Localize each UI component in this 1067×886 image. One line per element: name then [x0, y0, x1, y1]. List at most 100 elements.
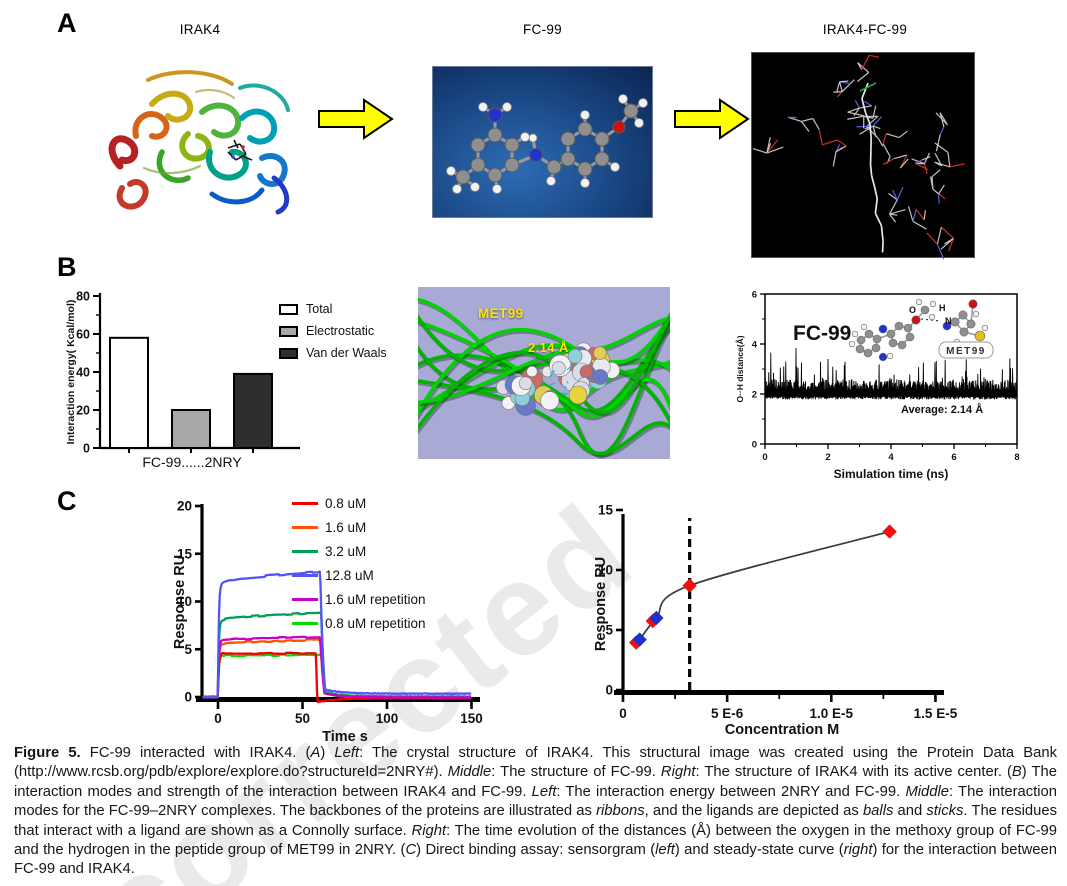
svg-text:1.5 E-5: 1.5 E-5	[914, 706, 958, 721]
caption-segment: Left	[334, 745, 360, 761]
svg-text:15: 15	[598, 503, 614, 518]
legend-item-12-8-uM: 12.8 uM	[292, 568, 426, 583]
caption-segment: Right	[411, 822, 447, 839]
svg-text:0: 0	[762, 452, 767, 463]
steady-state-plot: 0 5 10 15 0 5 E-6 1.0 E-5 1.5 E-5 Response RU Con…	[593, 503, 958, 739]
svg-text:100: 100	[376, 711, 399, 726]
caption-segment: ) Direct binding assay: sensorgram (	[416, 842, 656, 859]
svg-text:0: 0	[605, 683, 613, 698]
svg-text:40: 40	[76, 366, 90, 380]
svg-text:60: 60	[76, 328, 90, 342]
legend-item-0-8-uM: 0.8 uM	[292, 496, 426, 511]
svg-text:Average: 2.14 Å: Average: 2.14 Å	[901, 403, 983, 416]
svg-text:O: O	[909, 305, 916, 315]
ribbons-and-surface	[418, 298, 670, 459]
caption-segment: . The residues that interact with a liga…	[14, 803, 1057, 839]
svg-text:4: 4	[888, 452, 894, 463]
fc99-molecule	[446, 94, 648, 194]
legend-label: Van der Waals	[306, 346, 387, 360]
legend-item-electrostatic: Electrostatic	[279, 324, 387, 338]
svg-text:150: 150	[460, 711, 483, 726]
svg-text:4: 4	[752, 340, 758, 351]
svg-text:0: 0	[752, 440, 757, 451]
irak4-fc99-complex-box	[751, 52, 975, 260]
svg-text:10: 10	[177, 594, 192, 609]
arrow-right-icon	[318, 98, 394, 140]
connolly-surface-box	[418, 287, 670, 459]
irak4-ribbon-structure	[108, 70, 290, 215]
fc99-structure-box	[432, 66, 653, 218]
svg-text:5: 5	[605, 623, 613, 638]
svg-text:50: 50	[295, 711, 310, 726]
svg-text:6: 6	[951, 452, 956, 463]
caption-segment: : The interaction energy between 2NRY an…	[556, 783, 906, 800]
panel-b-label: B	[57, 252, 77, 282]
svg-text:5 E-6: 5 E-6	[711, 706, 744, 721]
caption-segment: ) and steady-state curve (	[674, 842, 844, 859]
panel-c-label: C	[57, 486, 77, 516]
caption-segment: )	[320, 745, 335, 761]
panel-a-title-irak4: IRAK4	[179, 22, 221, 37]
legend-label: Total	[306, 302, 333, 316]
legend-line-icon	[292, 574, 318, 577]
svg-text:10: 10	[598, 563, 613, 578]
complex-sticks	[752, 54, 965, 260]
legend-label: 0.8 uM repetition	[325, 616, 426, 631]
svg-text:0: 0	[214, 711, 222, 726]
legend-item-0-8-uM-repetition: 0.8 uM repetition	[292, 616, 426, 631]
svg-text:5: 5	[184, 642, 192, 657]
sensorgram-legend: 0.8 uM 1.6 uM 3.2 uM 12.8 uM 1.6 uM repetiti…	[292, 496, 426, 640]
svg-text:Interaction energy( Kcal/mol): Interaction energy( Kcal/mol)	[65, 300, 77, 445]
legend-line-icon	[292, 550, 318, 553]
svg-text:80: 80	[76, 290, 90, 304]
caption-segment: Middle	[905, 783, 950, 800]
distance-label: 2.14 Å	[528, 340, 569, 355]
legend-label: 1.6 uM repetition	[325, 592, 426, 607]
legend-swatch-icon	[279, 303, 298, 315]
legend-swatch-icon	[279, 347, 298, 359]
legend-label: 1.6 uM	[325, 520, 367, 535]
caption-segment: Middle	[447, 764, 492, 781]
svg-text:Concentration M: Concentration M	[725, 722, 839, 738]
caption-segment: : The time evolution of the distances (Å…	[14, 822, 1058, 859]
caption-segment: ) The interaction modes and strength of …	[14, 764, 1057, 800]
legend-line-icon	[292, 526, 318, 529]
caption-segment: FC-99 interacted with IRAK4. (	[80, 745, 311, 761]
caption-segment: C	[405, 842, 417, 859]
svg-text:N: N	[945, 316, 952, 326]
svg-text:2: 2	[752, 390, 757, 401]
svg-text:O··H distance(Å): O··H distance(Å)	[735, 335, 745, 402]
svg-text:Simulation time (ns): Simulation time (ns)	[834, 467, 949, 481]
sensorgram-curve-1-6-uM-repetition	[202, 635, 472, 699]
sensorgram-plot: 0 5 10 15 20 0 50 100 150 Response RU Time s	[172, 499, 483, 746]
sensorgram-curve-12-8-uM	[202, 570, 472, 699]
distance-time-plot: 0 2 4 6 0 2 4 6 8 O··H distance(Å) Simulation time…	[735, 290, 1020, 482]
legend-line-icon	[292, 622, 318, 625]
bar-electrostatic	[171, 409, 211, 449]
svg-text:MET99: MET99	[946, 346, 986, 357]
arrow-right-icon	[674, 98, 750, 140]
legend-line-icon	[292, 502, 318, 505]
legend-line-icon	[292, 598, 318, 601]
bar-chart-legend: Total Electrostatic Van der Waals	[279, 302, 387, 368]
svg-text:6: 6	[752, 290, 757, 301]
caption-segment: right	[843, 842, 873, 859]
met99-label: MET99	[478, 306, 524, 321]
svg-text:2: 2	[825, 452, 830, 463]
panel-a-label: A	[57, 8, 77, 38]
sensorgram-curve-1-6-uM	[202, 638, 472, 699]
svg-text:Time s: Time s	[322, 729, 368, 745]
figure-caption: Figure 5. FC-99 interacted with IRAK4. (…	[14, 744, 1057, 880]
legend-label: 0.8 uM	[325, 496, 367, 511]
svg-text:0: 0	[619, 706, 627, 721]
caption-segment: left	[655, 842, 675, 859]
caption-segment: Figure 5.	[14, 745, 81, 761]
svg-text:FC-99......2NRY: FC-99......2NRY	[142, 454, 242, 470]
legend-label: 3.2 uM	[325, 544, 367, 559]
legend-label: Electrostatic	[306, 324, 375, 338]
caption-segment: : The structure of IRAK4 with its active…	[695, 764, 1012, 781]
caption-segment: A	[310, 745, 321, 761]
legend-label: 12.8 uM	[325, 568, 374, 583]
caption-segment: B	[1011, 764, 1022, 781]
